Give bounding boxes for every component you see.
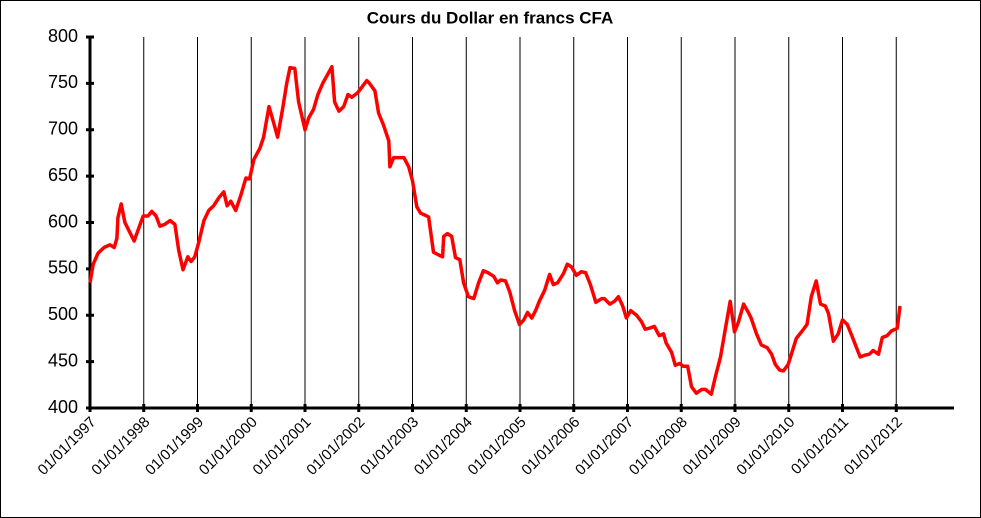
y-tick-label: 650 [48, 165, 78, 185]
y-tick-label: 500 [48, 304, 78, 324]
y-tick-label: 550 [48, 258, 78, 278]
y-tick-label: 800 [48, 26, 78, 46]
y-tick-label: 750 [48, 72, 78, 92]
y-tick-label: 600 [48, 211, 78, 231]
data-line [88, 64, 902, 396]
y-tick-label: 700 [48, 119, 78, 139]
y-tick-label: 400 [48, 397, 78, 417]
y-tick-label: 450 [48, 350, 78, 370]
chart-title: Cours du Dollar en francs CFA [367, 8, 614, 27]
